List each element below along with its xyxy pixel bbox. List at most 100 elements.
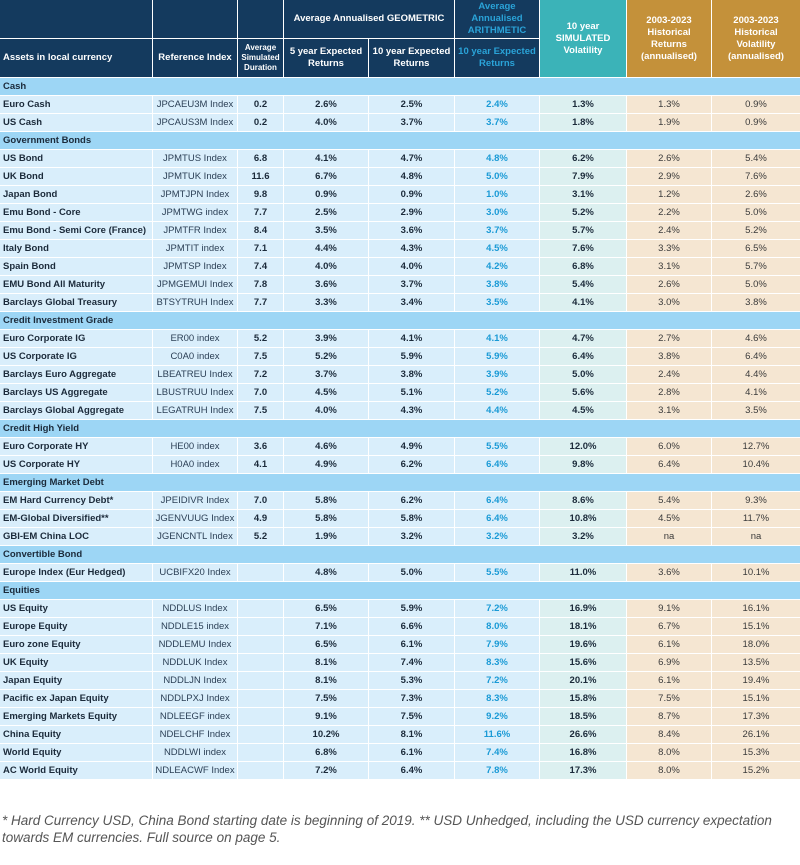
hist-volatility: 17.3%: [712, 708, 800, 725]
asset-name: US Bond: [0, 150, 152, 167]
table-row: EM Hard Currency Debt* JPEIDIVR Index 7.0 5…: [0, 492, 800, 509]
header-5y-returns: 5 year Expected Returns: [284, 39, 368, 77]
reference-index: JPMTUK Index: [153, 168, 237, 185]
hist-volatility: 5.0%: [712, 204, 800, 221]
volatility-10y: 5.4%: [540, 276, 626, 293]
duration: [238, 762, 283, 779]
duration: 5.2: [238, 528, 283, 545]
duration: 0.2: [238, 96, 283, 113]
volatility-10y: 1.3%: [540, 96, 626, 113]
reference-index: NDLEEGF index: [153, 708, 237, 725]
volatility-10y: 18.1%: [540, 618, 626, 635]
duration: 7.4: [238, 258, 283, 275]
return-5y: 3.9%: [284, 330, 368, 347]
hist-volatility: 3.5%: [712, 402, 800, 419]
asset-name: UK Equity: [0, 654, 152, 671]
return-10y: 0.9%: [369, 186, 454, 203]
table-row: Barclays Global Treasury BTSYTRUH Index 7.…: [0, 294, 800, 311]
header-blank: [0, 0, 152, 38]
return-5y: 4.5%: [284, 384, 368, 401]
return-5y: 4.9%: [284, 456, 368, 473]
return-10y-arith: 3.7%: [455, 222, 539, 239]
volatility-10y: 16.8%: [540, 744, 626, 761]
hist-volatility: 15.2%: [712, 762, 800, 779]
section-row: Government Bonds: [0, 132, 800, 149]
return-10y: 6.1%: [369, 744, 454, 761]
return-10y: 4.1%: [369, 330, 454, 347]
return-5y: 4.8%: [284, 564, 368, 581]
table-body: Cash Euro Cash JPCAEU3M Index 0.2 2.6% 2.5% 2.…: [0, 78, 800, 779]
hist-volatility: 10.4%: [712, 456, 800, 473]
return-10y: 3.4%: [369, 294, 454, 311]
duration: 9.8: [238, 186, 283, 203]
duration: 4.1: [238, 456, 283, 473]
hist-volatility: 13.5%: [712, 654, 800, 671]
volatility-10y: 5.2%: [540, 204, 626, 221]
asset-name: World Equity: [0, 744, 152, 761]
volatility-10y: 6.4%: [540, 348, 626, 365]
asset-name: UK Bond: [0, 168, 152, 185]
duration: [238, 690, 283, 707]
asset-name: Barclays Global Aggregate: [0, 402, 152, 419]
return-10y-arith: 3.2%: [455, 528, 539, 545]
reference-index: HE00 index: [153, 438, 237, 455]
return-10y-arith: 11.6%: [455, 726, 539, 743]
hist-volatility: 4.6%: [712, 330, 800, 347]
return-10y: 5.9%: [369, 600, 454, 617]
return-10y: 2.9%: [369, 204, 454, 221]
duration: 3.6: [238, 438, 283, 455]
return-10y: 4.8%: [369, 168, 454, 185]
return-10y-arith: 6.4%: [455, 492, 539, 509]
reference-index: NDLEACWF Index: [153, 762, 237, 779]
asset-name: US Cash: [0, 114, 152, 131]
table-row: Euro Corporate HY HE00 index 3.6 4.6% 4.9% 5.…: [0, 438, 800, 455]
volatility-10y: 5.6%: [540, 384, 626, 401]
header-reference-index: Reference Index: [153, 39, 237, 77]
return-10y-arith: 9.2%: [455, 708, 539, 725]
duration: 7.8: [238, 276, 283, 293]
hist-returns: na: [627, 528, 711, 545]
hist-returns: 3.0%: [627, 294, 711, 311]
hist-returns: 1.9%: [627, 114, 711, 131]
reference-index: NDDLUK Index: [153, 654, 237, 671]
duration: 7.7: [238, 294, 283, 311]
table-row: Euro Corporate IG ER00 index 5.2 3.9% 4.1% 4.…: [0, 330, 800, 347]
return-5y: 9.1%: [284, 708, 368, 725]
hist-returns: 1.2%: [627, 186, 711, 203]
return-5y: 3.3%: [284, 294, 368, 311]
volatility-10y: 16.9%: [540, 600, 626, 617]
return-10y: 6.2%: [369, 492, 454, 509]
volatility-10y: 15.6%: [540, 654, 626, 671]
hist-volatility: 26.1%: [712, 726, 800, 743]
section-title: Convertible Bond: [0, 546, 800, 563]
hist-volatility: 16.1%: [712, 600, 800, 617]
hist-volatility: 5.4%: [712, 150, 800, 167]
hist-returns: 2.4%: [627, 222, 711, 239]
hist-volatility: 5.2%: [712, 222, 800, 239]
hist-returns: 8.0%: [627, 744, 711, 761]
hist-returns: 2.8%: [627, 384, 711, 401]
hist-volatility: 9.3%: [712, 492, 800, 509]
return-10y-arith: 4.2%: [455, 258, 539, 275]
header-hist-volatility: 2003-2023 Historical Volatility (annuali…: [712, 0, 800, 77]
asset-name: Pacific ex Japan Equity: [0, 690, 152, 707]
table-row: Barclays Euro Aggregate LBEATREU Index 7.2…: [0, 366, 800, 383]
return-10y-arith: 3.9%: [455, 366, 539, 383]
table-row: Euro zone Equity NDDLEMU Index 6.5% 6.1% 7.9…: [0, 636, 800, 653]
hist-returns: 6.7%: [627, 618, 711, 635]
return-10y: 5.3%: [369, 672, 454, 689]
footnote: * Hard Currency USD, China Bond starting…: [2, 813, 772, 845]
header-row-bottom: Assets in local currency Reference Index…: [0, 39, 800, 77]
table-row: Barclays US Aggregate LBUSTRUU Index 7.0 4.…: [0, 384, 800, 401]
section-title: Equities: [0, 582, 800, 599]
return-5y: 2.5%: [284, 204, 368, 221]
hist-volatility: 5.0%: [712, 276, 800, 293]
section-row: Emerging Market Debt: [0, 474, 800, 491]
section-title: Government Bonds: [0, 132, 800, 149]
volatility-10y: 4.1%: [540, 294, 626, 311]
hist-volatility: 4.1%: [712, 384, 800, 401]
table-row: US Corporate IG C0A0 index 7.5 5.2% 5.9% 5.9%…: [0, 348, 800, 365]
return-5y: 5.2%: [284, 348, 368, 365]
reference-index: LBEATREU Index: [153, 366, 237, 383]
table-row: Barclays Global Aggregate LEGATRUH Index 7…: [0, 402, 800, 419]
